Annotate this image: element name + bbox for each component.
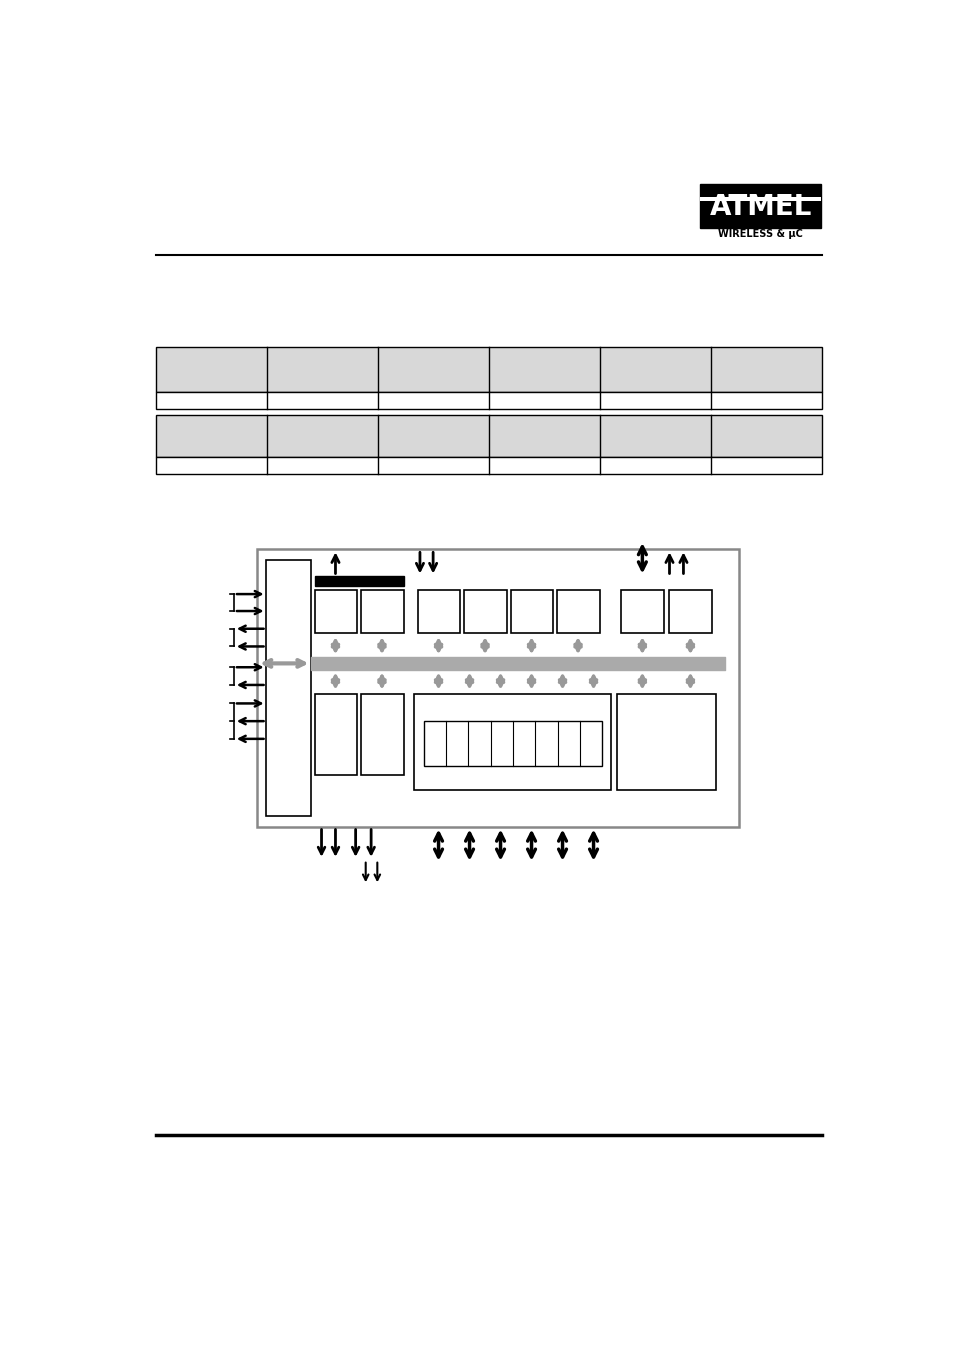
Bar: [620, 590, 663, 632]
Bar: [155, 392, 821, 408]
Bar: [155, 347, 821, 392]
Bar: [417, 590, 459, 632]
Bar: [414, 694, 611, 790]
Bar: [360, 694, 403, 775]
Bar: [557, 590, 599, 632]
Bar: [257, 550, 739, 827]
Bar: [266, 561, 311, 816]
Bar: [155, 457, 821, 474]
Bar: [464, 590, 506, 632]
Bar: [155, 415, 821, 457]
Text: WIRELESS & μC: WIRELESS & μC: [718, 230, 802, 239]
Bar: [314, 577, 403, 586]
Bar: [423, 721, 601, 766]
Bar: [314, 694, 356, 775]
Bar: [360, 590, 403, 632]
Text: ®: ®: [807, 216, 816, 226]
Bar: [510, 590, 553, 632]
Text: ATMEL: ATMEL: [709, 193, 811, 220]
Bar: [314, 590, 356, 632]
Bar: [700, 197, 820, 200]
Bar: [617, 694, 716, 790]
Bar: [669, 590, 711, 632]
Bar: [700, 184, 820, 227]
